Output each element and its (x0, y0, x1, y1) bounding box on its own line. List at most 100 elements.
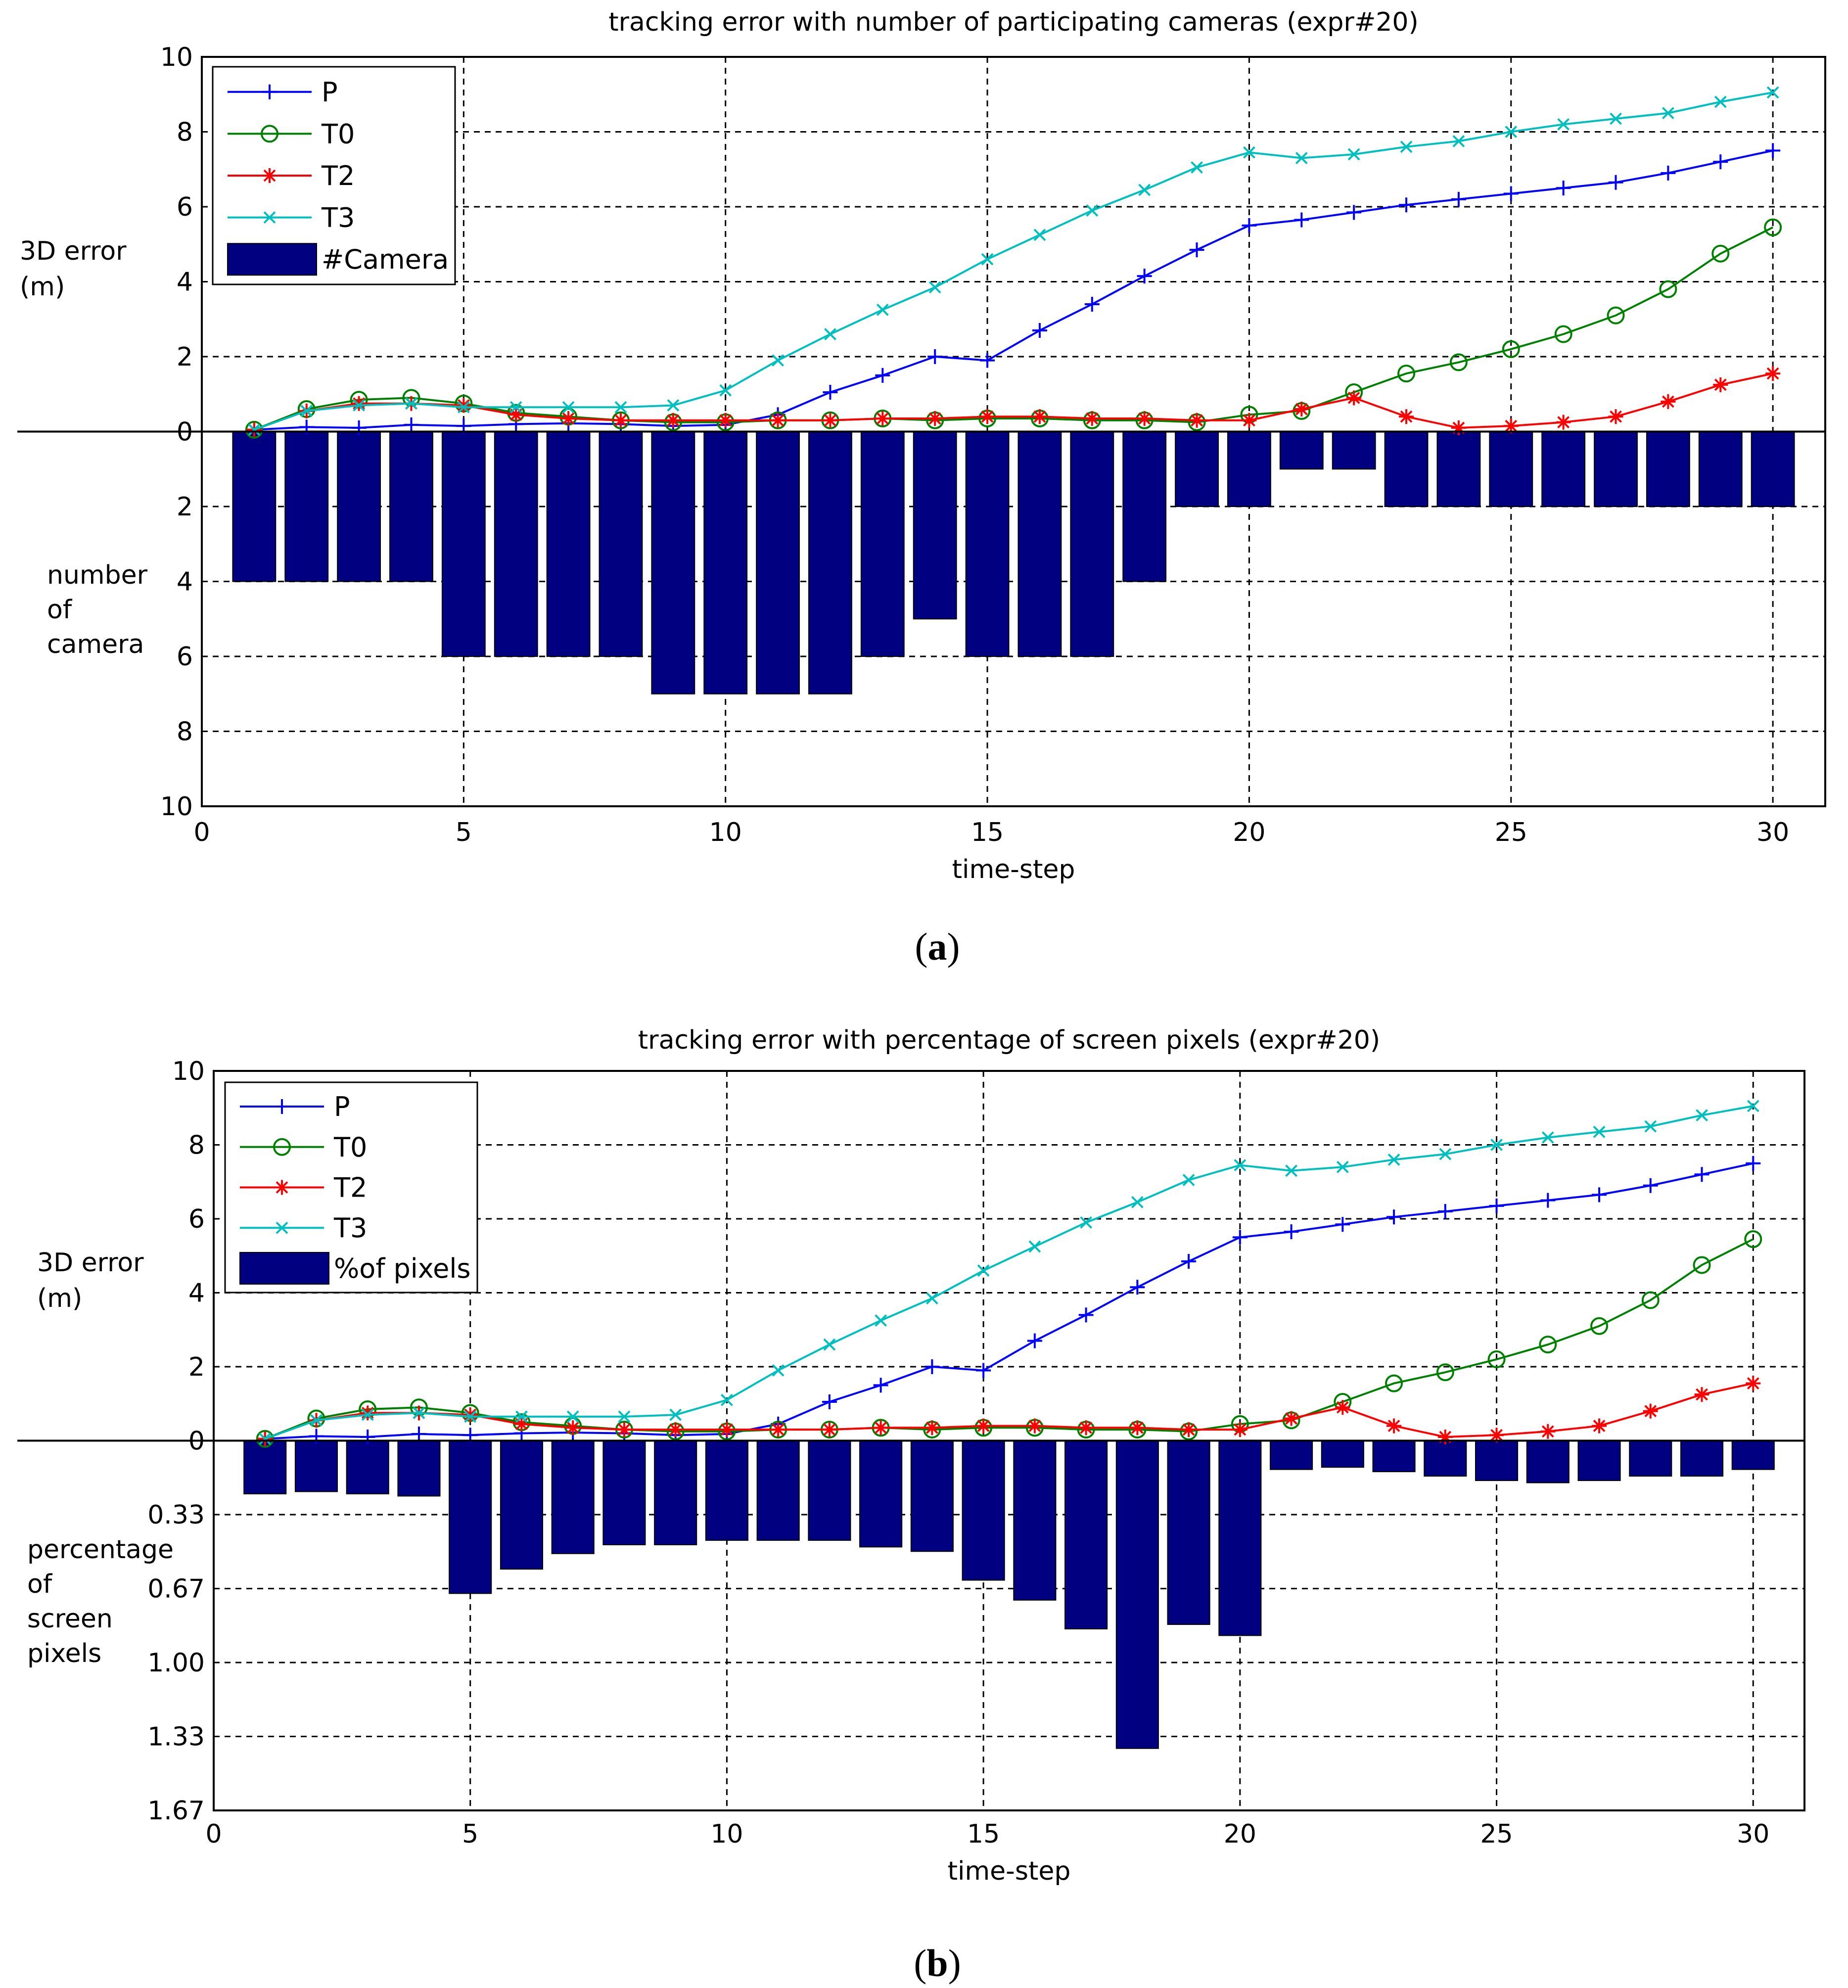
bar (243, 1440, 287, 1494)
point-T2 (927, 411, 943, 426)
point-T3 (1541, 1131, 1554, 1144)
point-T3 (300, 405, 313, 417)
point-T2 (875, 411, 890, 426)
y-tick-label: 0.33 (147, 1500, 205, 1530)
point-T3 (875, 1314, 887, 1327)
y-axis-label-top: 3D error (20, 236, 127, 266)
point-T0 (256, 1430, 274, 1448)
point-T2 (1078, 1420, 1094, 1435)
legend-marker-T2 (275, 1180, 289, 1195)
legend-label-bars: #Camera (322, 244, 449, 275)
bar (1731, 1440, 1775, 1470)
caption-b: (b) (914, 1942, 961, 1985)
bar (1680, 1440, 1724, 1477)
x-tick-label: 15 (967, 1819, 1000, 1849)
bar (1475, 1440, 1519, 1481)
point-P (1130, 1280, 1145, 1295)
point-T3 (1086, 204, 1099, 217)
point-P (927, 349, 943, 364)
y-tick-label: 1.00 (147, 1648, 205, 1678)
x-tick-label: 30 (1756, 818, 1789, 847)
point-T2 (1608, 409, 1623, 424)
point-T3 (1766, 86, 1779, 99)
point-T2 (616, 1422, 632, 1437)
point-T2 (1232, 1422, 1247, 1437)
point-T0 (1436, 1363, 1454, 1382)
bar (859, 1440, 903, 1548)
point-T2 (1765, 366, 1781, 381)
legend-label-P: P (334, 1091, 350, 1122)
series-line-T0 (264, 1238, 1754, 1440)
chart-a: tracking error with number of participat… (17, 7, 1826, 884)
point-T2 (1661, 394, 1676, 409)
legend-marker-T0 (273, 1138, 291, 1156)
point-T3 (669, 1408, 682, 1421)
point-T3 (1610, 112, 1622, 125)
point-P (1694, 1167, 1709, 1182)
y-axis-label-bottom: camera (47, 630, 144, 659)
point-P (411, 1427, 426, 1442)
bar (1751, 431, 1795, 507)
point-P (980, 353, 995, 368)
point-T2 (1242, 413, 1257, 428)
plot-frame (201, 56, 1826, 807)
point-P (351, 420, 367, 435)
point-T3 (721, 1393, 733, 1406)
bar (284, 431, 329, 582)
y-tick-label: 6 (188, 1204, 205, 1234)
point-P (1078, 1307, 1094, 1323)
point-T2 (462, 1407, 478, 1423)
point-T3 (1285, 1164, 1297, 1177)
legend-bar-swatch (227, 243, 317, 276)
point-P (1608, 175, 1623, 190)
point-T0 (1764, 218, 1782, 236)
point-T3 (1696, 1109, 1708, 1122)
legend-label-bars: %of pixels (334, 1253, 470, 1284)
point-T3 (1557, 118, 1570, 131)
point-T3 (1387, 1153, 1400, 1166)
point-P (1643, 1178, 1658, 1193)
point-T2 (1189, 413, 1204, 428)
y-tick-label: 8 (177, 118, 193, 147)
y-tick-label: 8 (177, 717, 193, 747)
bar (1070, 431, 1114, 657)
point-T2 (1437, 1430, 1453, 1445)
point-P (1540, 1193, 1556, 1208)
point-T2 (770, 413, 785, 428)
point-T3 (1295, 152, 1308, 164)
point-T3 (566, 1410, 579, 1423)
bar (1384, 431, 1429, 507)
bar (1167, 1440, 1210, 1625)
bar (1594, 431, 1638, 507)
point-T3 (515, 1410, 528, 1423)
point-P (823, 384, 838, 400)
point-P (976, 1363, 991, 1378)
x-tick-label: 30 (1737, 1819, 1769, 1849)
point-T3 (772, 354, 784, 367)
point-T3 (1505, 126, 1518, 138)
point-T3 (1336, 1160, 1349, 1173)
point-T2 (1284, 1411, 1299, 1426)
plot-frame (213, 1070, 1805, 1811)
x-tick-label: 10 (709, 818, 742, 847)
bar (756, 1440, 800, 1541)
point-T3 (353, 399, 366, 412)
x-tick-label: 5 (456, 818, 472, 847)
y-tick-label: 10 (160, 43, 193, 72)
point-T0 (1487, 1350, 1506, 1369)
point-T2 (1694, 1387, 1709, 1402)
legend-marker-T0 (261, 125, 278, 143)
point-T3 (464, 1410, 477, 1423)
bar (1646, 431, 1690, 507)
point-T2 (1181, 1422, 1197, 1437)
bar (703, 431, 748, 694)
point-P (875, 368, 890, 383)
y-tick-label: 1.33 (147, 1722, 205, 1752)
point-T3 (618, 1410, 631, 1423)
point-T0 (1711, 244, 1730, 263)
point-P (1232, 1230, 1247, 1245)
x-tick-label: 15 (971, 818, 1004, 847)
point-T2 (1386, 1418, 1402, 1433)
x-tick-label: 0 (193, 818, 210, 847)
point-T2 (718, 413, 733, 428)
